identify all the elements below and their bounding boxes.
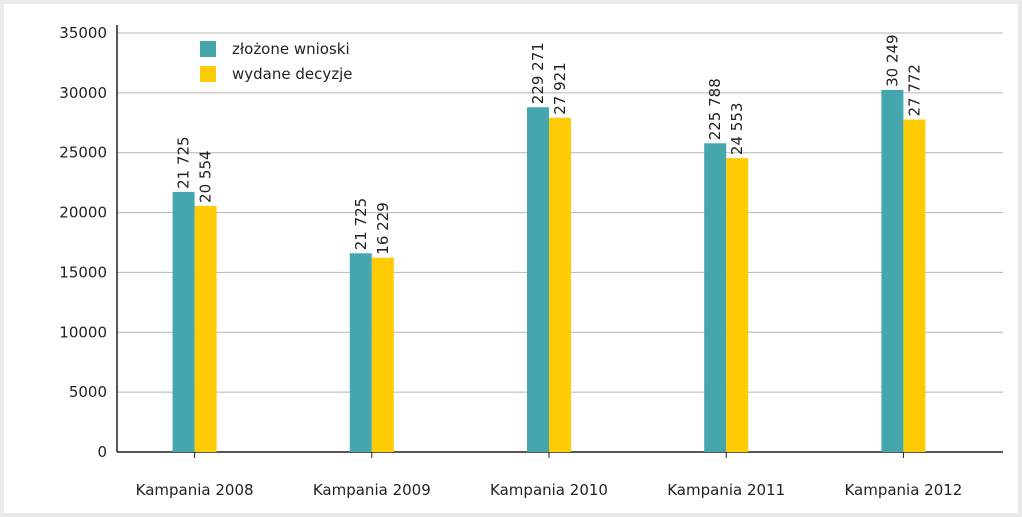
- y-tick-label: 10000: [59, 323, 107, 341]
- y-tick-label: 25000: [59, 144, 107, 162]
- data-label: 30 249: [883, 34, 901, 87]
- legend-label: wydane decyzje: [232, 65, 353, 83]
- chart-background: [4, 4, 1018, 513]
- bar: [527, 107, 549, 453]
- legend-label: złożone wnioski: [232, 40, 350, 58]
- x-tick-label: Kampania 2008: [136, 481, 254, 499]
- data-label: 27 921: [551, 62, 569, 115]
- data-label: 24 553: [728, 103, 746, 156]
- bar: [349, 253, 372, 452]
- x-tick-label: Kampania 2009: [313, 481, 431, 499]
- bar: [726, 158, 749, 452]
- data-label: 27 772: [905, 64, 923, 117]
- x-tick-label: Kampania 2011: [667, 481, 785, 499]
- data-label: 229 271: [529, 42, 547, 104]
- bar: [371, 257, 394, 452]
- y-tick-label: 15000: [59, 263, 107, 281]
- y-tick-label: 0: [97, 443, 107, 461]
- legend-swatch: [200, 41, 216, 57]
- y-tick-label: 20000: [59, 204, 107, 222]
- legend-swatch: [200, 66, 216, 82]
- bar: [194, 205, 217, 452]
- bar: [903, 119, 926, 453]
- data-label: 21 725: [352, 198, 370, 251]
- y-tick-label: 35000: [59, 24, 107, 42]
- data-label: 225 788: [706, 78, 724, 140]
- data-label: 21 725: [175, 136, 193, 189]
- x-tick-label: Kampania 2012: [844, 481, 962, 499]
- x-tick-label: Kampania 2010: [490, 481, 608, 499]
- bar: [704, 143, 727, 452]
- bar: [881, 89, 904, 453]
- data-label: 20 554: [197, 150, 215, 203]
- bar: [172, 191, 195, 452]
- y-tick-label: 30000: [59, 84, 107, 102]
- data-label: 16 229: [374, 202, 392, 255]
- y-tick-label: 5000: [69, 383, 107, 401]
- bar: [549, 117, 571, 453]
